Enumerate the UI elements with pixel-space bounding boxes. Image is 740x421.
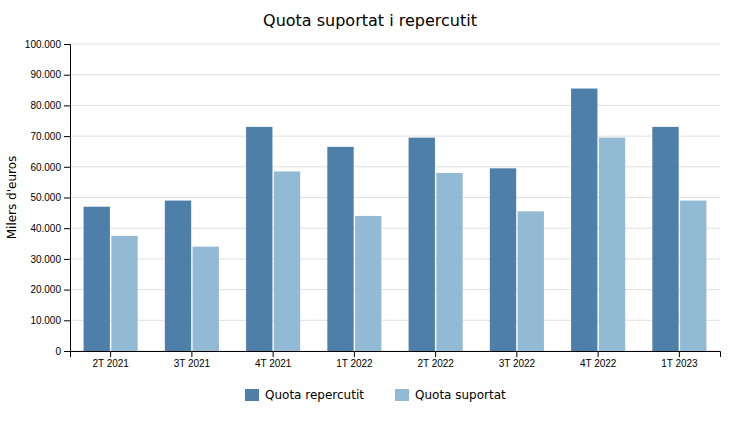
bar [409, 138, 435, 351]
y-tick-mark [64, 198, 70, 199]
x-tick-label: 3T 2022 [499, 358, 536, 369]
x-tick-label: 4T 2021 [255, 358, 292, 369]
y-tick-mark [64, 351, 70, 352]
bar [111, 236, 137, 351]
grid [70, 44, 720, 351]
y-tick-label: 80.000 [30, 100, 61, 111]
bar [274, 171, 300, 351]
x-tick-mark [516, 351, 517, 357]
y-tick-label: 30.000 [30, 254, 61, 265]
bar [436, 173, 462, 351]
y-tick: 100.000 [25, 39, 70, 50]
x-tick-mark [435, 351, 436, 357]
y-tick-mark [64, 290, 70, 291]
x-tick-label: 2T 2021 [92, 358, 129, 369]
bar [165, 201, 191, 351]
y-tick: 20.000 [30, 284, 70, 295]
legend-label: Quota suportat [415, 388, 506, 402]
y-tick-mark [64, 44, 70, 45]
x-axis-line [71, 352, 721, 358]
x-tick: 3T 2022 [499, 351, 536, 369]
x-tick-mark [354, 351, 355, 357]
bar [680, 201, 706, 351]
bar [246, 127, 272, 351]
y-tick-mark [64, 136, 70, 137]
x-tick-label: 2T 2022 [417, 358, 454, 369]
x-tick-mark [598, 351, 599, 357]
y-tick-label: 10.000 [30, 315, 61, 326]
x-tick-mark [679, 351, 680, 357]
title: Quota suportat i repercutit [263, 11, 477, 30]
legend-swatch [245, 389, 259, 401]
grid-line [70, 44, 720, 45]
grid-line [70, 136, 720, 137]
y-tick-mark [64, 105, 70, 106]
x-tick: 1T 2023 [661, 351, 698, 369]
bars [84, 89, 707, 351]
grid-line [70, 74, 720, 75]
x-tick-mark [110, 351, 111, 357]
y-axis-title: Milers d'euros [5, 156, 19, 240]
bar [652, 127, 678, 351]
y-axis: 0 10.000 20.000 30.000 40.000 50.000 60.000 70.… [25, 39, 71, 357]
bar [327, 147, 353, 351]
y-tick-label: 40.000 [30, 223, 61, 234]
y-tick: 10.000 [30, 315, 70, 326]
y-tick-mark [64, 167, 70, 168]
x-axis: 2T 2021 3T 2021 4T 2021 1T 2022 2T 2022 3T 20… [71, 351, 721, 369]
y-tick: 80.000 [30, 100, 70, 111]
y-tick: 60.000 [30, 162, 70, 173]
y-tick: 40.000 [30, 223, 70, 234]
y-tick-mark [64, 75, 70, 76]
y-tick: 90.000 [30, 69, 70, 80]
y-tick-mark [64, 228, 70, 229]
x-tick: 1T 2022 [336, 351, 373, 369]
bar [355, 216, 381, 351]
y-tick-mark [64, 259, 70, 260]
y-tick-label: 50.000 [30, 192, 61, 203]
y-tick-label: 100.000 [25, 39, 62, 50]
x-tick-mark [273, 351, 274, 357]
x-tick: 2T 2021 [92, 351, 129, 369]
bar [518, 211, 544, 351]
legend-item: Quota suportat [395, 388, 506, 402]
x-tick-label: 1T 2023 [661, 358, 698, 369]
x-tick: 4T 2021 [255, 351, 292, 369]
chart: 0 10.000 20.000 30.000 40.000 50.000 60.000 70.… [0, 0, 740, 421]
bar [84, 207, 110, 351]
bar [599, 138, 625, 351]
x-tick: 2T 2022 [417, 351, 454, 369]
legend-label: Quota repercutit [265, 388, 364, 402]
legend-item: Quota repercutit [245, 388, 364, 402]
y-tick-label: 0 [55, 346, 61, 357]
y-tick-label: 90.000 [30, 69, 61, 80]
y-tick: 70.000 [30, 131, 70, 142]
legend-swatch [395, 389, 409, 401]
y-tick-label: 20.000 [30, 284, 61, 295]
x-tick-label: 4T 2022 [580, 358, 617, 369]
y-tick: 50.000 [30, 192, 70, 203]
x-tick-label: 3T 2021 [174, 358, 211, 369]
y-tick: 0 [55, 346, 70, 357]
x-tick-mark [191, 351, 192, 357]
x-tick: 4T 2022 [580, 351, 617, 369]
bar [571, 89, 597, 351]
x-tick-label: 1T 2022 [336, 358, 373, 369]
bar [490, 168, 516, 351]
legend: Quota repercutit Quota suportat [245, 388, 506, 402]
grid-line [70, 105, 720, 106]
y-tick-label: 70.000 [30, 131, 61, 142]
x-tick: 3T 2021 [174, 351, 211, 369]
bar [193, 247, 219, 351]
y-axis-line [64, 45, 71, 352]
plot: 0 10.000 20.000 30.000 40.000 50.000 60.000 70.… [25, 39, 721, 369]
y-tick-label: 60.000 [30, 162, 61, 173]
y-tick: 30.000 [30, 254, 70, 265]
y-tick-mark [64, 320, 70, 321]
